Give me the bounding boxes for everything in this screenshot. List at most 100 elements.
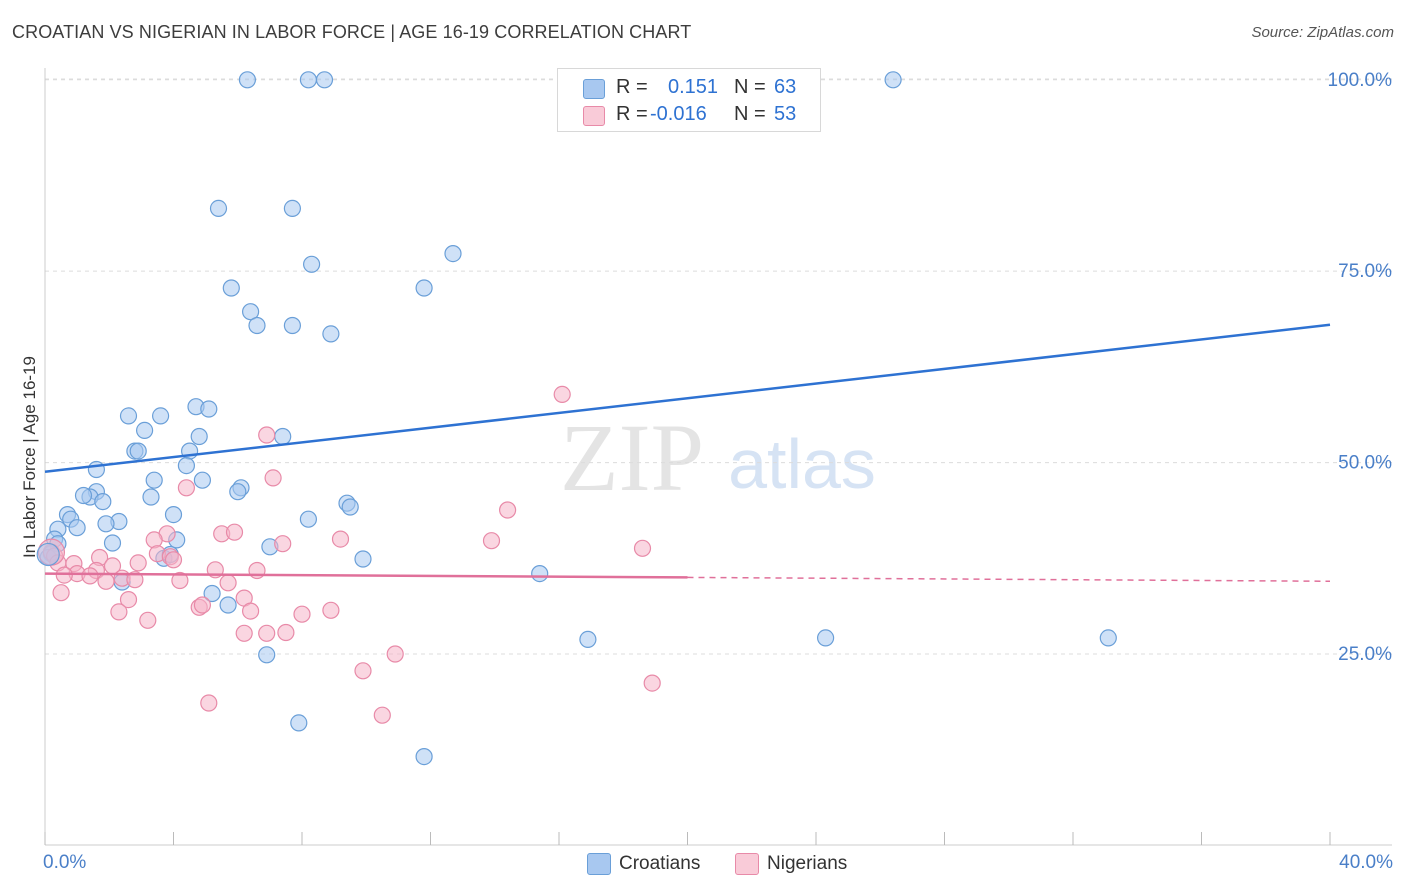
y-tick-label: 50.0%: [1338, 453, 1392, 474]
croatian-point: [444, 245, 462, 263]
nigerian-point: [258, 624, 276, 642]
croatian-point: [299, 71, 317, 89]
watermark-zip: ZIP: [560, 404, 704, 511]
axes: [44, 68, 1392, 846]
nigerian-point: [164, 551, 183, 569]
nigerian-point: [499, 501, 517, 519]
croatian-point: [531, 564, 549, 583]
trend-lines: [44, 323, 1331, 583]
croatian-point: [136, 421, 154, 439]
nigerian-point: [126, 571, 144, 589]
croatian-point: [177, 457, 195, 475]
x-axis-min-label: 0.0%: [43, 852, 87, 873]
y-axis-title: In Labor Force | Age 16-19: [20, 356, 39, 558]
croatian-point: [152, 407, 170, 425]
nigerian-point: [277, 623, 295, 642]
nigerian-point: [52, 584, 70, 602]
nigerian-point: [373, 706, 391, 724]
croatian-point: [315, 71, 334, 89]
legend-row-nigerians: R = -0.016 N = 53: [558, 100, 820, 128]
nigerian-point: [171, 571, 189, 590]
nigerian-point: [242, 602, 260, 620]
croatian-point: [87, 460, 106, 479]
croatian-point: [258, 646, 276, 664]
nigerian-point: [110, 603, 128, 621]
nigerian-point: [274, 535, 292, 553]
y-tick-label: 25.0%: [1338, 644, 1392, 665]
croatians-legend-swatch: [587, 853, 611, 875]
nigerian-point: [55, 566, 73, 584]
croatian-point: [222, 279, 240, 297]
croatian-point: [354, 550, 372, 568]
nigerian-trend-line: [44, 572, 688, 579]
croatian-point: [579, 630, 597, 649]
croatian-point: [238, 71, 256, 89]
croatian-point: [94, 493, 112, 511]
nigerian-point: [322, 601, 340, 619]
croatian-point: [200, 400, 218, 418]
nigerian-point: [193, 596, 211, 614]
croatian-n-value: 63: [774, 76, 797, 98]
croatian-point: [68, 519, 86, 537]
chart-title: CROATIAN VS NIGERIAN IN LABOR FORCE | AG…: [12, 22, 692, 42]
x-axis-max-label: 40.0%: [1339, 852, 1393, 873]
nigerian-swatch: [583, 106, 605, 126]
croatian-point: [274, 427, 292, 446]
nigerian-point: [225, 523, 244, 541]
croatian-point: [299, 510, 317, 528]
croatian-trend-line: [44, 323, 1331, 474]
croatian-point: [242, 303, 260, 321]
nigerian-point: [331, 530, 350, 548]
nigerian-n-label: N =: [734, 103, 766, 125]
croatian-point: [219, 596, 237, 614]
nigerian-point: [139, 611, 157, 629]
nigerian-point: [219, 574, 237, 592]
croatian-r-label: R =: [616, 76, 648, 98]
croatian-point: [97, 515, 115, 533]
points: [36, 71, 1117, 766]
croatian-point: [1099, 629, 1117, 647]
croatian-point: [415, 279, 433, 297]
croatian-point: [415, 747, 433, 766]
nigerian-r-label: R =: [616, 103, 648, 125]
nigerian-point: [354, 662, 372, 680]
stats-legend: R = 0.151 N = 63 R = -0.016 N = 53: [557, 68, 821, 132]
y-tick-label: 100.0%: [1328, 70, 1393, 91]
croatian-point: [103, 534, 122, 552]
nigerian-point: [553, 385, 571, 403]
nigerian-trend-extension: [687, 576, 1331, 583]
nigerian-point: [97, 572, 115, 590]
croatian-point: [74, 486, 93, 505]
nigerian-point: [386, 645, 404, 663]
croatian-point: [119, 407, 138, 425]
croatian-point: [145, 471, 163, 489]
croatian-point: [290, 714, 308, 732]
nigerian-point: [235, 624, 253, 642]
croatians-legend-label: Croatians: [619, 853, 701, 874]
croatian-point: [341, 498, 359, 516]
watermark-atlas: atlas: [728, 425, 876, 503]
nigerians-legend-swatch: [735, 853, 759, 875]
legend-item-nigerians: Nigerians: [735, 852, 865, 878]
nigerians-legend-label: Nigerians: [767, 853, 848, 874]
croatian-point: [816, 629, 835, 647]
croatian-point: [283, 199, 301, 217]
nigerian-point: [119, 590, 138, 609]
croatian-point: [193, 471, 211, 489]
croatian-cluster-point: [36, 542, 60, 567]
nigerian-point: [81, 567, 99, 585]
legend-row-croatians: R = 0.151 N = 63: [558, 73, 820, 101]
watermark: ZIP atlas: [560, 404, 876, 511]
croatian-point: [322, 325, 340, 343]
croatian-point: [203, 584, 221, 603]
nigerian-n-value: 53: [774, 103, 797, 125]
nigerian-point: [129, 554, 147, 572]
croatian-point: [209, 199, 228, 217]
nigerian-point: [482, 532, 501, 550]
nigerian-point: [293, 605, 311, 623]
nigerian-point: [643, 674, 661, 692]
croatian-point: [283, 316, 301, 335]
croatian-point: [229, 483, 247, 501]
nigerian-point: [258, 426, 276, 444]
